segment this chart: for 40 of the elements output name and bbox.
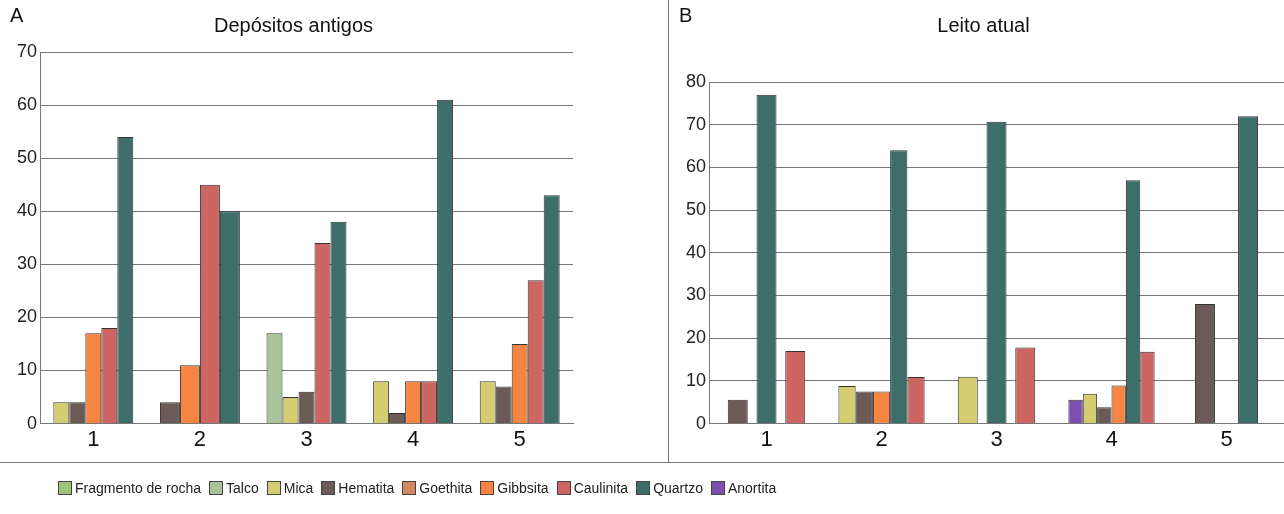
x-tick-label: 5 [1220,425,1233,451]
y-tick-label: 70 [685,113,707,134]
legend-label: Quartzo [653,480,703,496]
y-tick-label: 40 [685,241,707,262]
y-tick-label: 10 [16,359,38,380]
text: B [679,3,693,26]
chart-title: Depósitos antigos [214,13,373,36]
legend-label: Fragmento de rocha [75,480,202,496]
y-tick-label: 60 [16,94,38,115]
chart-title: Leito atual [937,13,1030,36]
y-tick-label: 50 [685,199,707,220]
x-tick-label: 2 [193,425,207,451]
x-tick-label: 3 [990,425,1003,451]
x-tick-label: 5 [513,425,526,451]
y-tick-label: 60 [685,156,707,177]
x-tick-label: 4 [1105,425,1118,451]
y-tick-label: 50 [16,147,38,168]
y-tick-label: 0 [27,412,38,433]
legend-label: Goethita [419,480,473,496]
y-tick-label: 70 [16,40,38,61]
text: A [10,3,24,26]
y-tick-label: 20 [16,306,38,327]
y-tick-label: 80 [685,70,707,91]
y-tick-label: 30 [685,284,707,305]
legend-label: Anortita [727,480,777,496]
y-tick-label: 30 [16,253,38,274]
legend-label: Talco [226,480,259,496]
x-tick-label: 4 [406,425,420,451]
y-tick-label: 40 [16,200,38,221]
legend-label: Mica [283,480,314,496]
x-tick-label: 1 [760,425,773,451]
x-tick-label: 2 [875,425,888,451]
legend-label: Hematita [338,480,395,496]
x-tick-label: 1 [87,425,100,451]
x-tick-label: 3 [300,425,313,451]
legend-label: Gibbsita [497,480,549,496]
y-tick-label: 10 [685,369,707,390]
legend-label: Caulinita [573,480,629,496]
y-tick-label: 20 [685,327,707,348]
y-tick-label: 0 [696,412,707,433]
